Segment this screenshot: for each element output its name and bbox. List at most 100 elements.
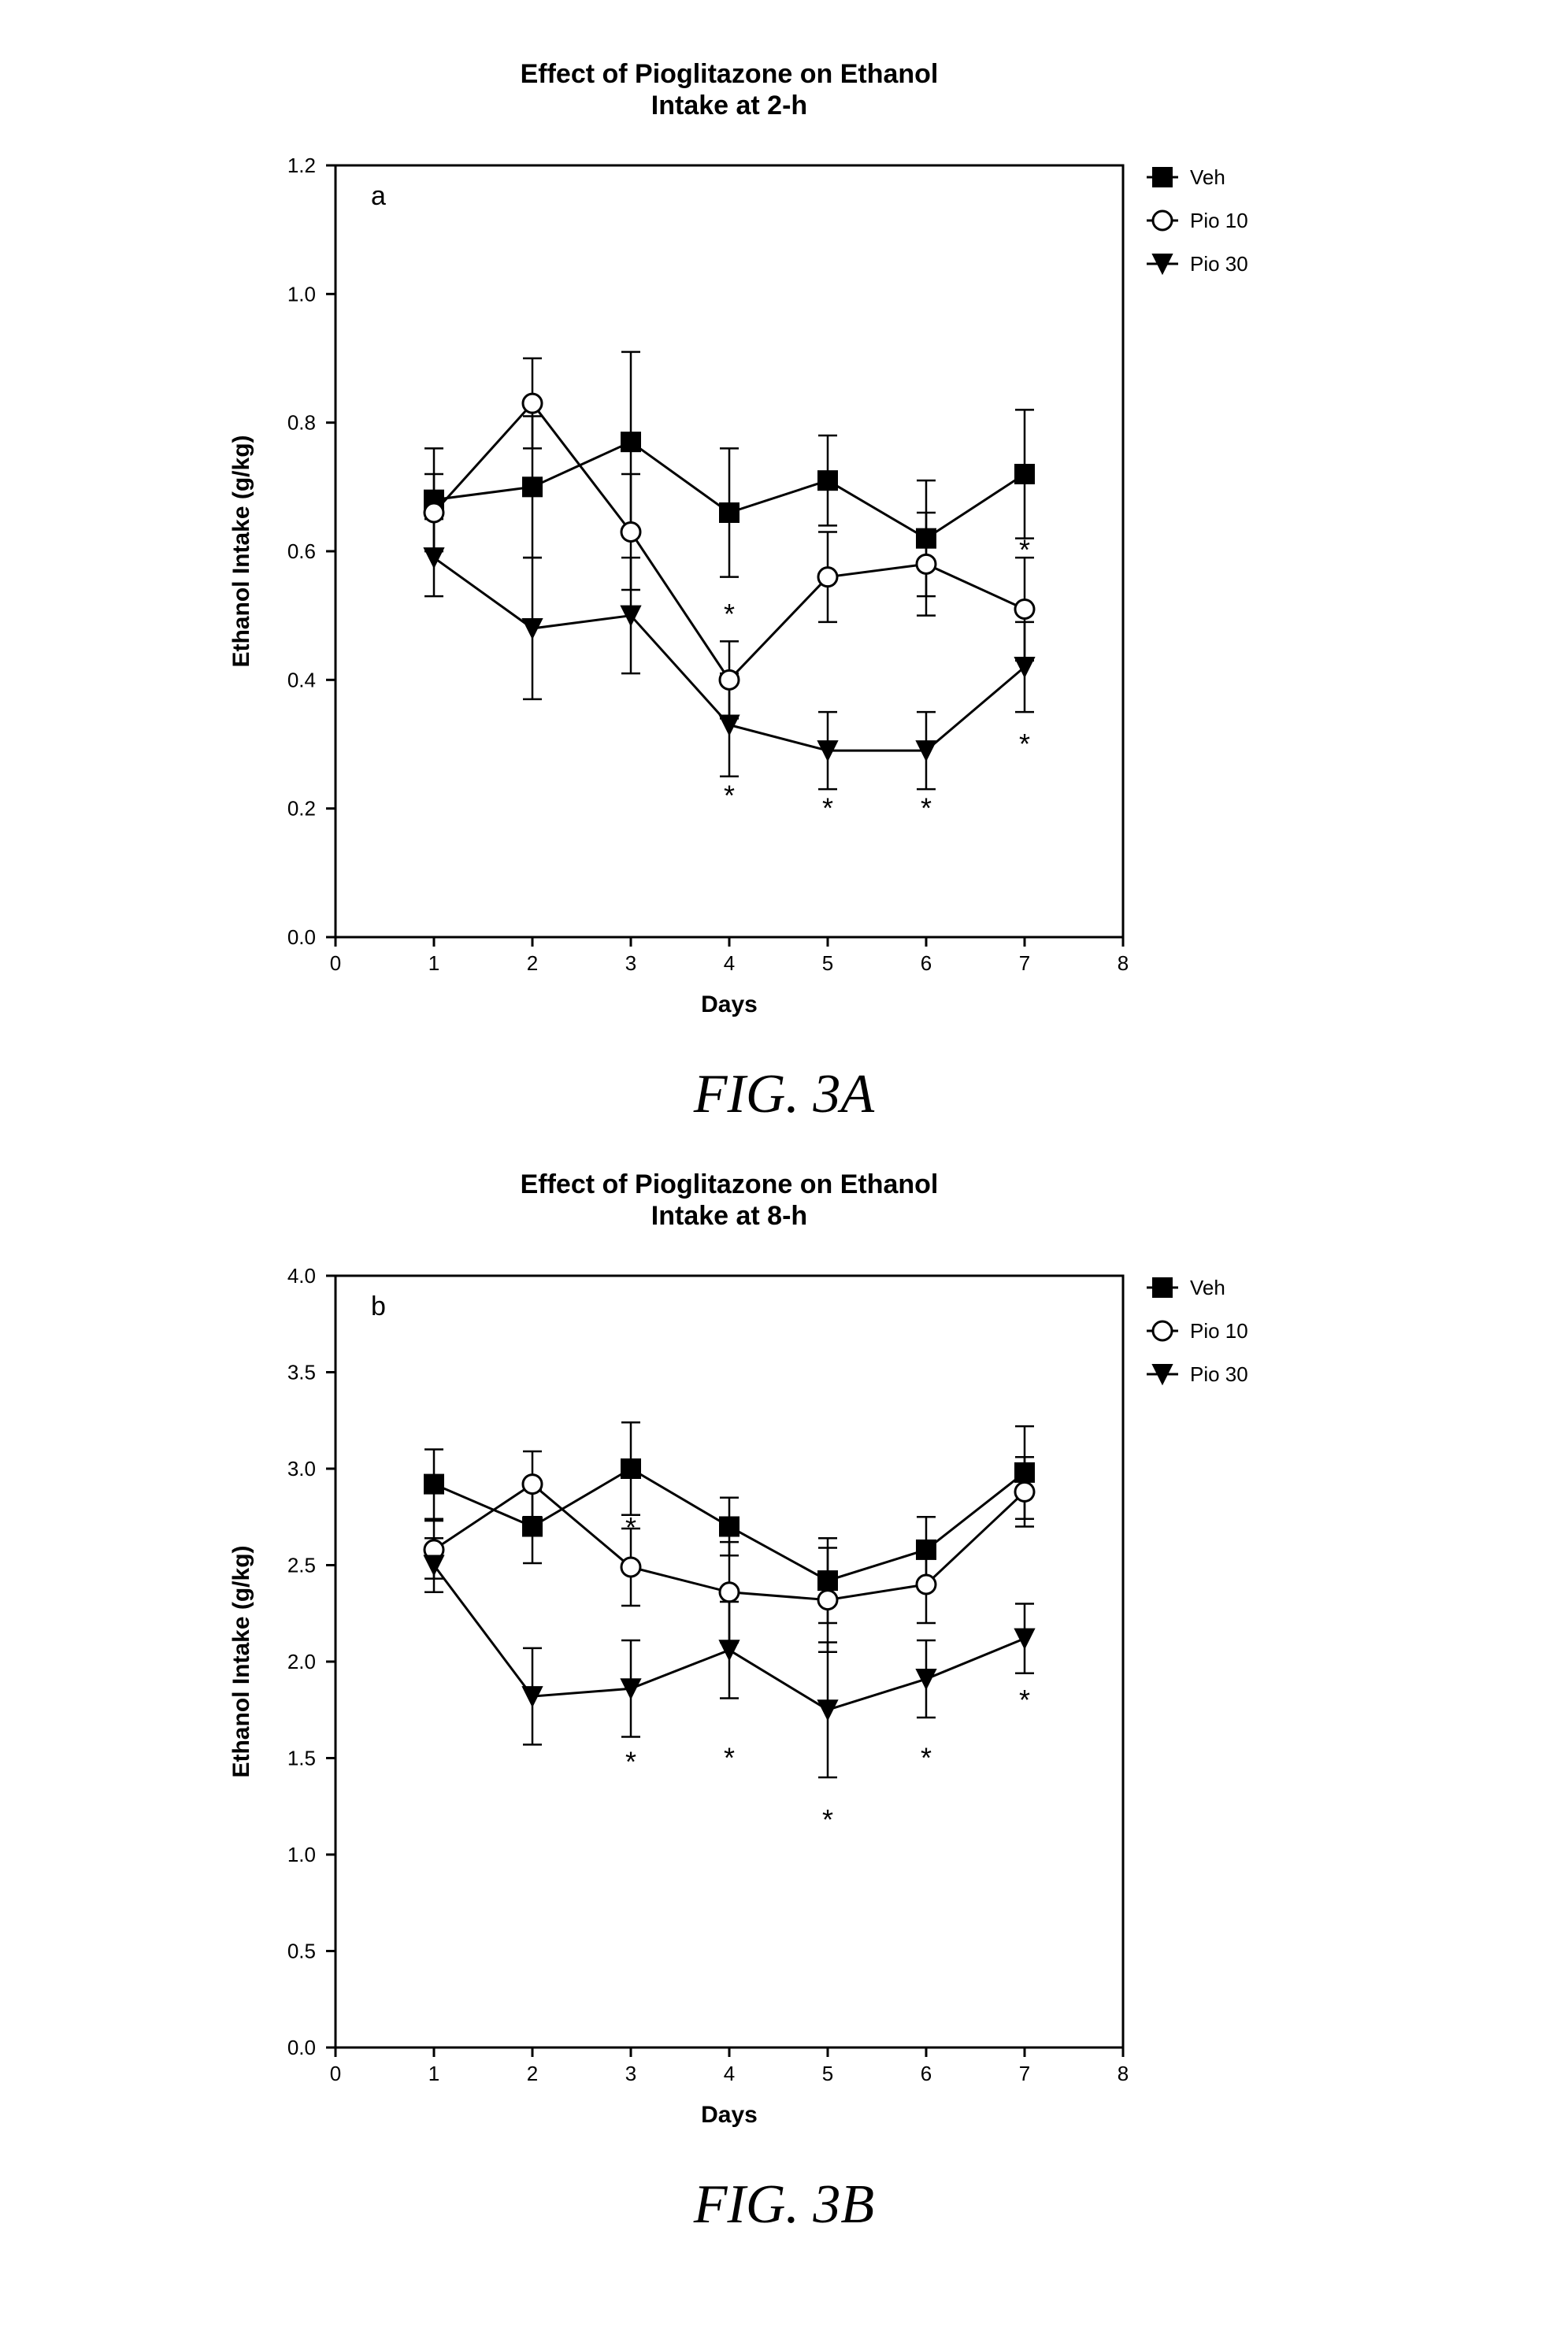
y-tick-label: 1.0 (287, 1843, 315, 1866)
legend-label: Pio 10 (1190, 209, 1248, 232)
chart-a-wrap: Effect of Pioglitazone on EthanolIntake … (194, 47, 1375, 1055)
data-marker-circle (818, 568, 837, 587)
data-marker-square (1015, 465, 1034, 484)
significance-marker: * (723, 779, 734, 811)
y-tick-label: 0.5 (287, 1940, 315, 1963)
data-marker-square (818, 1571, 837, 1590)
y-tick-label: 1.5 (287, 1747, 315, 1770)
data-marker-circle (523, 394, 542, 413)
x-tick-label: 6 (920, 951, 931, 975)
legend-label: Pio 30 (1190, 252, 1248, 276)
panel-letter: a (371, 181, 386, 211)
figure-caption-3b: FIG. 3B (694, 2174, 874, 2236)
significance-marker: * (1018, 728, 1029, 760)
data-marker-square (1153, 168, 1172, 187)
chart-title: Intake at 2-h (651, 91, 806, 120)
y-tick-label: 0.8 (287, 411, 315, 435)
data-marker-square (424, 1475, 443, 1494)
y-tick-label: 0.4 (287, 668, 315, 691)
data-marker-circle (621, 1558, 640, 1577)
y-tick-label: 4.0 (287, 1264, 315, 1288)
legend-label: Pio 10 (1190, 1319, 1248, 1343)
data-marker-triangle (818, 1700, 837, 1719)
significance-marker: * (625, 1511, 636, 1544)
data-marker-square (621, 1459, 640, 1478)
chart-title: Effect of Pioglitazone on Ethanol (520, 59, 938, 89)
y-tick-label: 3.5 (287, 1361, 315, 1384)
legend-label: Veh (1190, 1276, 1225, 1299)
data-marker-triangle (424, 548, 443, 567)
x-tick-label: 7 (1018, 951, 1029, 975)
x-axis-label: Days (701, 991, 758, 1017)
x-tick-label: 8 (1117, 2062, 1128, 2085)
chart-title: Intake at 8-h (651, 1201, 806, 1231)
y-tick-label: 3.0 (287, 1457, 315, 1480)
chart-a: Effect of Pioglitazone on EthanolIntake … (194, 47, 1375, 1055)
data-marker-circle (621, 523, 640, 542)
x-tick-label: 0 (329, 951, 340, 975)
y-tick-label: 2.0 (287, 1650, 315, 1673)
y-tick-label: 1.2 (287, 154, 315, 177)
data-marker-triangle (1015, 1629, 1034, 1648)
significance-marker: * (1018, 533, 1029, 565)
legend-label: Veh (1190, 165, 1225, 189)
data-marker-circle (1153, 211, 1172, 230)
significance-marker: * (920, 792, 931, 825)
data-marker-triangle (720, 1640, 739, 1659)
x-tick-label: 4 (723, 951, 734, 975)
x-tick-label: 6 (920, 2062, 931, 2085)
data-marker-circle (917, 1575, 936, 1594)
x-tick-label: 1 (428, 2062, 439, 2085)
x-tick-label: 5 (821, 951, 832, 975)
data-marker-circle (523, 1475, 542, 1494)
x-tick-label: 1 (428, 951, 439, 975)
y-tick-label: 0.6 (287, 539, 315, 563)
data-marker-circle (720, 670, 739, 689)
significance-marker: * (821, 792, 832, 825)
y-tick-label: 0.0 (287, 2036, 315, 2059)
significance-marker: * (920, 1742, 931, 1774)
x-tick-label: 2 (526, 2062, 537, 2085)
chart-title: Effect of Pioglitazone on Ethanol (520, 1169, 938, 1199)
y-tick-label: 0.0 (287, 925, 315, 949)
x-axis-label: Days (701, 2102, 758, 2128)
x-tick-label: 5 (821, 2062, 832, 2085)
y-tick-label: 1.0 (287, 282, 315, 306)
data-marker-circle (1015, 600, 1034, 619)
panel-a: Effect of Pioglitazone on EthanolIntake … (0, 47, 1568, 1126)
data-marker-circle (818, 1591, 837, 1610)
significance-marker: * (1018, 1684, 1029, 1716)
x-tick-label: 7 (1018, 2062, 1029, 2085)
figure-caption-3a: FIG. 3A (694, 1063, 874, 1126)
data-marker-square (1015, 1463, 1034, 1482)
y-tick-label: 0.2 (287, 797, 315, 821)
data-marker-square (917, 1540, 936, 1559)
data-marker-triangle (424, 1556, 443, 1575)
y-tick-label: 2.5 (287, 1554, 315, 1577)
y-axis-label: Ethanol Intake (g/kg) (228, 1545, 254, 1777)
significance-marker: * (821, 1803, 832, 1836)
legend-label: Pio 30 (1190, 1362, 1248, 1386)
data-marker-square (720, 503, 739, 522)
data-marker-square (621, 432, 640, 451)
significance-marker: * (625, 1745, 636, 1777)
page: Effect of Pioglitazone on EthanolIntake … (0, 0, 1568, 2331)
data-marker-circle (1015, 1482, 1034, 1501)
significance-marker: * (723, 598, 734, 630)
data-marker-square (917, 529, 936, 548)
data-marker-circle (1153, 1321, 1172, 1340)
x-tick-label: 8 (1117, 951, 1128, 975)
panel-b: Effect of Pioglitazone on EthanolIntake … (0, 1158, 1568, 2236)
y-axis-label: Ethanol Intake (g/kg) (228, 435, 254, 667)
chart-b: Effect of Pioglitazone on EthanolIntake … (194, 1158, 1375, 2166)
data-marker-triangle (917, 1670, 936, 1688)
data-marker-circle (424, 503, 443, 522)
data-marker-circle (720, 1583, 739, 1602)
x-tick-label: 0 (329, 2062, 340, 2085)
data-marker-square (818, 471, 837, 490)
x-tick-label: 2 (526, 951, 537, 975)
data-marker-triangle (720, 716, 739, 735)
panel-letter: b (371, 1292, 386, 1321)
data-marker-square (523, 477, 542, 496)
data-marker-square (720, 1518, 739, 1536)
